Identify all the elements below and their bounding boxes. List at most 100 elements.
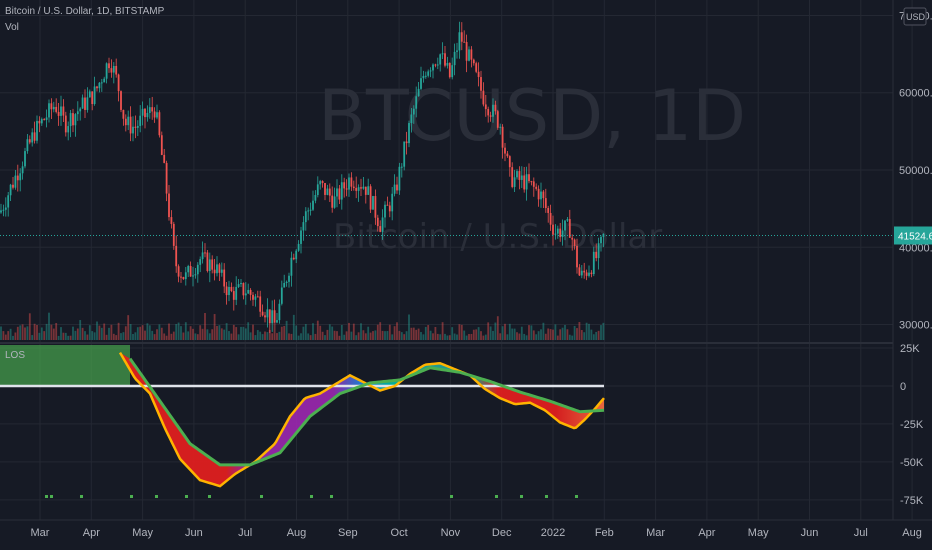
volume-bar	[108, 327, 110, 340]
time-tick-label: Mar	[646, 527, 665, 539]
candle-body	[256, 296, 259, 298]
volume-bar	[283, 325, 286, 340]
candle-body	[9, 184, 12, 196]
time-tick-label: Aug	[287, 527, 307, 539]
candle-body	[523, 175, 526, 190]
candle-body	[535, 186, 538, 189]
candle-body	[475, 63, 478, 72]
signal-marker	[185, 495, 188, 498]
candle-body	[204, 252, 206, 254]
volume-bar	[336, 331, 338, 340]
volume-bar	[172, 331, 175, 340]
candle-body	[278, 303, 281, 321]
candle-body	[554, 233, 557, 235]
volume-bar	[216, 325, 218, 340]
price-pane[interactable]	[0, 21, 893, 333]
volume-bar	[40, 327, 43, 340]
candle-body	[487, 109, 490, 116]
volume-bar	[273, 322, 276, 340]
volume-bar	[292, 314, 295, 340]
candle-body	[348, 177, 350, 190]
volume-bar	[583, 332, 586, 340]
oscillator-pane[interactable]	[0, 345, 605, 498]
time-tick-label: Mar	[31, 527, 50, 539]
oscillator-tick-label: 0	[900, 381, 906, 393]
volume-bar	[388, 324, 391, 340]
volume-bar	[84, 331, 86, 340]
volume-bar	[247, 322, 250, 340]
candle-body	[480, 77, 482, 91]
volume-bar	[340, 324, 343, 340]
volume-bar	[360, 323, 362, 340]
candle-body	[117, 74, 120, 92]
volume-bar	[249, 332, 252, 340]
volume-bar	[448, 335, 451, 340]
candle-body	[139, 115, 142, 126]
candle-body	[564, 220, 566, 231]
volume-bar	[12, 335, 14, 340]
candle-body	[374, 196, 377, 218]
candle-body	[93, 86, 96, 105]
candle-body	[583, 270, 586, 273]
candle-body	[184, 272, 187, 280]
candle-body	[312, 200, 314, 210]
oscillator-tick-label: -75K	[900, 495, 924, 507]
time-tick-label: May	[132, 527, 153, 539]
volume-bar	[535, 334, 538, 340]
volume-bar	[343, 334, 346, 340]
volume-bar	[67, 335, 70, 340]
volume-bar	[328, 324, 331, 340]
candle-body	[33, 132, 36, 141]
volume-bar	[33, 323, 36, 340]
candle-body	[91, 91, 94, 105]
volume-bar	[511, 328, 514, 340]
candle-body	[225, 286, 228, 296]
symbol-title[interactable]: Bitcoin / U.S. Dollar, 1D, BITSTAMP	[5, 6, 165, 17]
candle-body	[525, 174, 528, 190]
candle-body	[38, 120, 41, 124]
candle-body	[336, 188, 338, 197]
volume-bar	[595, 331, 598, 340]
time-axis[interactable]: Mar Apr May Jun Jul Aug Sep Oct Nov Dec 2022 Feb Mar…	[31, 527, 922, 539]
volume-bar	[446, 335, 449, 340]
candle-body	[597, 243, 600, 259]
volume-bar	[276, 333, 278, 340]
currency-badge[interactable]: USD	[903, 7, 927, 26]
signal-marker	[520, 495, 523, 498]
volume-label[interactable]: Vol	[5, 22, 19, 33]
candle-body	[112, 66, 115, 73]
time-tick-label: Jul	[854, 527, 868, 539]
indicator-label[interactable]: LOS	[5, 350, 25, 361]
volume-bar	[602, 322, 605, 340]
volume-bar	[458, 324, 461, 340]
volume-bar	[410, 327, 413, 340]
volume-bar	[554, 324, 557, 340]
price-axis[interactable]: 70000.0060000.0050000.0040000.0030000.00	[899, 10, 932, 331]
signal-marker	[45, 495, 48, 498]
volume-bar	[518, 333, 521, 340]
candle-body	[88, 91, 91, 98]
candle-body	[144, 108, 146, 118]
volume-bar	[489, 326, 492, 340]
volume-bar	[14, 332, 17, 340]
volume-bar	[506, 334, 509, 340]
candle-body	[600, 236, 602, 244]
volume-bar	[487, 322, 490, 340]
candle-body	[105, 63, 108, 79]
signal-marker	[50, 495, 53, 498]
oscillator-axis[interactable]: 25K 0 -25K -50K -75K	[900, 343, 924, 507]
volume-bar	[398, 330, 401, 340]
volume-bar	[300, 333, 302, 340]
volume-bar	[590, 329, 593, 340]
candle-body	[331, 195, 334, 208]
volume-bar	[400, 332, 403, 340]
candle-body	[590, 272, 593, 275]
volume-bar	[192, 328, 194, 340]
candle-body	[379, 226, 382, 232]
candle-body	[556, 228, 559, 234]
candle-body	[540, 191, 542, 200]
candle-body	[158, 112, 161, 136]
candle-body	[230, 286, 233, 292]
candle-body	[4, 207, 7, 210]
